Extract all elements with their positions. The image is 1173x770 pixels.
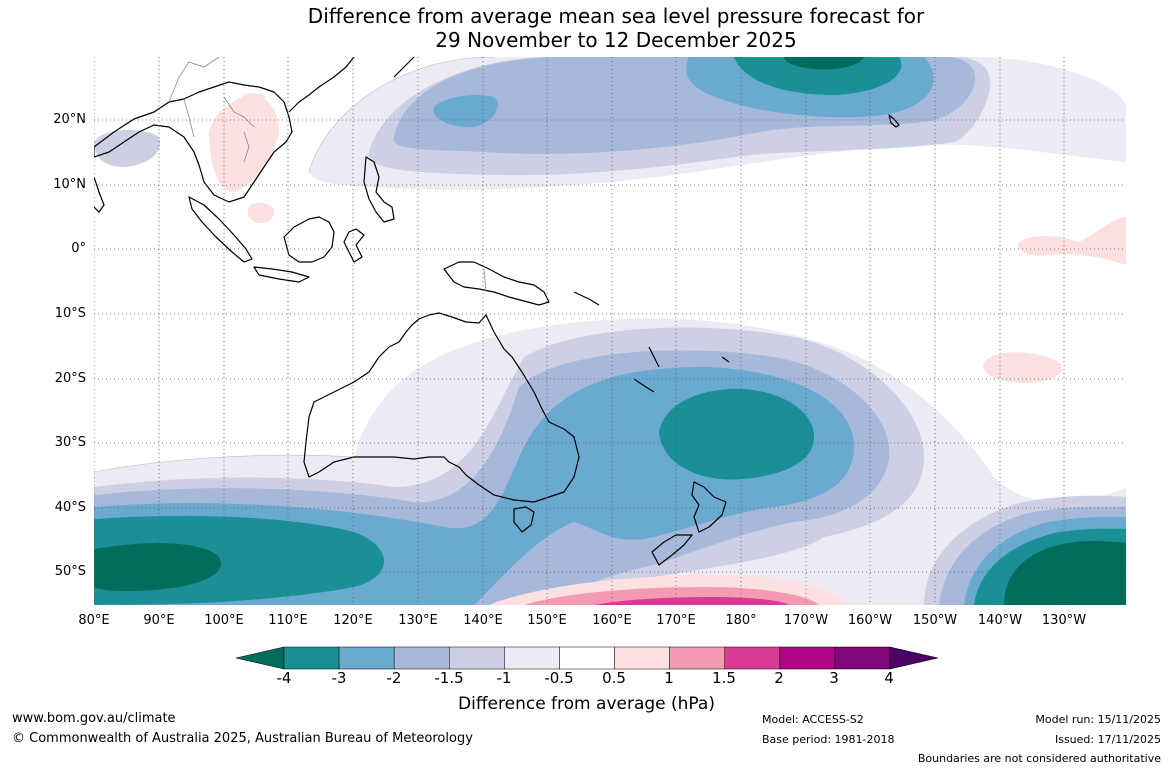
model-run-date: Model run: 15/11/2025 (1035, 713, 1161, 726)
coastline-sumatra (188, 196, 253, 263)
base-period: Base period: 1981-2018 (762, 733, 895, 746)
lon-label-180: 180° (725, 613, 757, 628)
cbar-arrow-high (889, 646, 938, 670)
graticule (94, 57, 1126, 605)
lon-label-100e: 100°E (204, 613, 244, 628)
lat-label-0: 0° (71, 241, 86, 256)
cbar-tick: 1 (664, 669, 674, 687)
coastline-vanuatu (648, 346, 660, 368)
cbar-segment (834, 646, 891, 670)
lon-label-120e: 120°E (333, 613, 373, 628)
cbar-segment (614, 646, 670, 670)
coastline-fiji (721, 356, 730, 363)
pressure-anomaly-map (94, 57, 1126, 605)
coastline-new-guinea (443, 261, 550, 306)
cbar-segment (338, 646, 395, 670)
contour-north-neg-2b (433, 95, 498, 128)
cbar-tick: 2 (774, 669, 784, 687)
cbar-tick: -1 (496, 669, 512, 687)
copyright-text: © Commonwealth of Australia 2025, Austra… (12, 731, 473, 746)
country-borders (168, 57, 487, 293)
contour-north-neg-3 (734, 57, 902, 95)
lon-label-160e: 160°E (592, 613, 632, 628)
map-title: Difference from average mean sea level p… (0, 4, 1173, 52)
lat-label-10s: 10°S (54, 306, 86, 321)
cbar-segment (559, 646, 615, 670)
lat-label-50s: 50°S (54, 564, 86, 579)
cbar-segment (283, 646, 340, 670)
lon-label-170e: 170°E (656, 613, 696, 628)
lat-label-30s: 30°S (54, 435, 86, 450)
contour-borneo-pos (247, 202, 275, 224)
coastline-hawaii (888, 114, 900, 128)
cbar-segment (724, 646, 781, 670)
lon-label-170w: 170°W (783, 613, 829, 628)
contour-indochina-pos (209, 95, 279, 192)
lat-label-20s: 20°S (54, 371, 86, 386)
contour-south-neg-3 (659, 388, 814, 480)
lon-label-140e: 140°E (463, 613, 503, 628)
coastline-nz-south (651, 534, 693, 566)
lon-label-140w: 140°W (977, 613, 1023, 628)
lon-label-150e: 150°E (527, 613, 567, 628)
cbar-tick: -3 (331, 669, 347, 687)
coastline-nz-north (691, 481, 727, 533)
issued-date: Issued: 17/11/2025 (1054, 733, 1161, 746)
cbar-tick: 1.5 (712, 669, 736, 687)
cbar-segment (779, 646, 836, 670)
contour-sth-pac-pos (983, 352, 1063, 383)
contour-indian-neg-1 (94, 130, 160, 167)
coastline-india (94, 176, 105, 213)
contour-eq-pos-05 (1018, 217, 1126, 265)
boundaries-disclaimer: Boundaries are not considered authoritat… (917, 752, 1161, 765)
cbar-segment (669, 646, 725, 670)
title-line-2: 29 November to 12 December 2025 (435, 28, 797, 52)
title-line-1: Difference from average mean sea level p… (307, 4, 925, 28)
cbar-tick: -0.5 (544, 669, 574, 687)
cbar-segment (393, 646, 450, 670)
lon-label-130w: 130°W (1041, 613, 1087, 628)
model-name: Model: ACCESS-S2 (762, 713, 864, 726)
cbar-segment (449, 646, 505, 670)
coastline-new-caledonia (633, 378, 655, 393)
coastline-australia (303, 312, 580, 503)
cbar-tick: -4 (276, 669, 292, 687)
lon-label-160w: 160°W (847, 613, 893, 628)
cbar-tick: 0.5 (602, 669, 626, 687)
cbar-segment (504, 646, 560, 670)
lon-label-110e: 110°E (268, 613, 308, 628)
lon-label-150w: 150°W (912, 613, 958, 628)
coastline-japan (393, 57, 415, 78)
contour-china-pos (242, 93, 266, 101)
contour-sw-neg-4 (94, 543, 222, 592)
cbar-tick: 3 (829, 669, 839, 687)
lon-label-130e: 130°E (398, 613, 438, 628)
coastline-solomons (573, 291, 600, 306)
lat-label-40s: 40°S (54, 500, 86, 515)
lon-label-90e: 90°E (143, 613, 175, 628)
lat-label-20n: 20°N (53, 112, 86, 127)
lon-label-80e: 80°E (78, 613, 110, 628)
coastline-china-east (288, 57, 355, 113)
coastline-tasmania (513, 506, 535, 533)
coastline-sulawesi (343, 228, 365, 263)
lat-label-10n: 10°N (53, 177, 86, 192)
map-area (94, 57, 1126, 605)
website-link[interactable]: www.bom.gov.au/climate (12, 711, 176, 726)
legend-title: Difference from average (hPa) (458, 694, 715, 714)
contour-north-neg-4 (784, 57, 864, 70)
contour-se-neg-4 (1004, 541, 1126, 605)
cbar-tick: -1.5 (434, 669, 464, 687)
coastline-borneo (283, 216, 335, 263)
colour-bar (236, 646, 938, 670)
coastline-java (253, 266, 310, 283)
cbar-tick: -2 (386, 669, 402, 687)
cbar-tick: 4 (884, 669, 894, 687)
coastline-philippines (363, 156, 395, 223)
contour-south-pos-15 (594, 597, 789, 605)
cbar-arrow-low (236, 646, 285, 670)
